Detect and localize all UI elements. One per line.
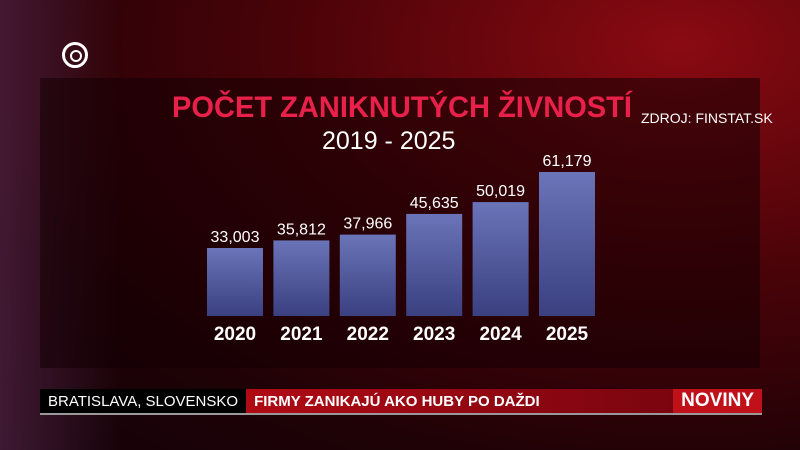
category-label: 2025 — [546, 324, 589, 345]
chart-panel — [40, 78, 760, 368]
chart-subtitle: 2019 - 2025 — [322, 127, 456, 155]
brand-logo: NOVINY — [673, 389, 762, 413]
data-label: 33,003 — [211, 229, 260, 246]
ticker-headline: FIRMY ZANIKAJÚ AKO HUBY PO DAŽDI — [246, 389, 674, 413]
category-label: 2024 — [479, 324, 522, 345]
bar — [273, 240, 330, 316]
category-label: 2022 — [347, 324, 389, 345]
channel-logo-icon — [62, 42, 88, 68]
category-label: 2023 — [413, 324, 455, 345]
chart-source: ZDROJ: FINSTAT.SK — [641, 110, 773, 126]
data-label: 50,019 — [476, 183, 525, 200]
bar — [406, 213, 463, 316]
bar — [539, 172, 595, 316]
ticker-location: BRATISLAVA, SLOVENSKO — [40, 389, 247, 413]
bar — [339, 234, 396, 316]
category-label: 2021 — [280, 324, 323, 345]
data-label: 37,966 — [343, 216, 392, 233]
chart-title: POČET ZANIKNUTÝCH ŽIVNOSTÍ — [172, 91, 633, 124]
data-label: 45,635 — [410, 195, 459, 212]
data-label: 61,179 — [543, 153, 592, 170]
bar — [472, 202, 529, 316]
data-label: 35,812 — [277, 221, 326, 238]
category-label: 2020 — [214, 324, 256, 345]
news-ticker: BRATISLAVA, SLOVENSKO FIRMY ZANIKAJÚ AKO… — [40, 389, 762, 415]
bar — [207, 248, 263, 316]
